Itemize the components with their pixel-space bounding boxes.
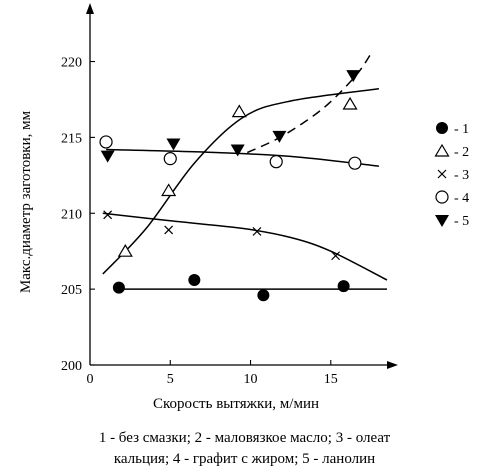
legend-marker-2	[434, 143, 450, 157]
x-tick-label: 10	[244, 372, 258, 387]
y-axis-label: Макс.диаметр заготовки, мм	[18, 110, 34, 293]
fit-line-series-2	[102, 88, 380, 275]
x-tick-label: 15	[324, 372, 338, 387]
data-point-series-1	[337, 280, 350, 293]
ticks: 0 5 10 15 200 205 210 215 220	[61, 56, 338, 387]
x-marker-stroke	[331, 251, 341, 261]
data-point-series-4	[163, 152, 177, 166]
y-tick-label: 205	[61, 283, 82, 298]
data-point-series-2	[342, 96, 358, 110]
x-axis-arrow	[387, 361, 398, 369]
legend-marker-3	[437, 169, 447, 179]
data-point-series-5	[230, 144, 245, 157]
fit-line-series-5	[246, 53, 372, 154]
data-point-series-5	[346, 70, 361, 83]
y-tick-label: 200	[61, 359, 82, 374]
caption-line-2: кальция; 4 - графит с жиром; 5 - ланолин	[113, 451, 376, 467]
x-marker-stroke	[103, 210, 113, 220]
data-point-series-3	[331, 251, 341, 261]
data-point-series-1	[112, 281, 125, 294]
y-tick-label: 210	[61, 207, 82, 222]
x-marker-stroke	[164, 225, 174, 235]
x-marker-stroke	[437, 169, 447, 179]
data-point-series-5	[100, 150, 115, 163]
legend-marker-1	[436, 122, 448, 134]
data-point-series-4	[99, 135, 113, 149]
data-point-series-2	[117, 244, 133, 257]
axes	[86, 3, 398, 369]
legend-label-5: - 5	[454, 214, 469, 229]
x-tick-label: 0	[87, 372, 94, 387]
data-point-series-3	[103, 210, 113, 220]
fit-line-series-4	[106, 148, 379, 167]
data-point-series-5	[166, 138, 181, 151]
y-axis-arrow	[86, 3, 94, 14]
legend-label-2: - 2	[454, 145, 469, 160]
data-points	[99, 70, 362, 302]
y-tick-label: 220	[61, 56, 82, 71]
fit-lines	[102, 53, 388, 290]
legend-marker-4	[435, 190, 449, 204]
data-point-series-1	[257, 289, 270, 302]
x-axis-label: Скорость вытяжки, м/мин	[153, 396, 319, 412]
data-point-series-5	[272, 130, 287, 143]
fit-line-series-3	[102, 212, 388, 281]
caption-line-1: 1 - без смазки; 2 - маловязкое масло; 3 …	[98, 430, 391, 446]
data-point-series-3	[252, 227, 262, 236]
data-point-series-2	[161, 183, 177, 197]
data-point-series-1	[188, 274, 201, 287]
legend-label-1: - 1	[454, 122, 469, 137]
x-marker-stroke	[252, 227, 262, 236]
legend: - 1 - 2 - 3 - 4 - 5	[434, 122, 469, 229]
data-point-series-2	[231, 104, 247, 118]
legend-marker-5	[435, 215, 449, 227]
data-point-series-4	[348, 156, 362, 170]
x-tick-label: 5	[167, 372, 174, 387]
y-tick-label: 215	[61, 131, 82, 146]
legend-label-4: - 4	[454, 191, 469, 206]
data-point-series-4	[269, 155, 283, 169]
data-point-series-3	[164, 225, 174, 235]
legend-label-3: - 3	[454, 168, 469, 183]
